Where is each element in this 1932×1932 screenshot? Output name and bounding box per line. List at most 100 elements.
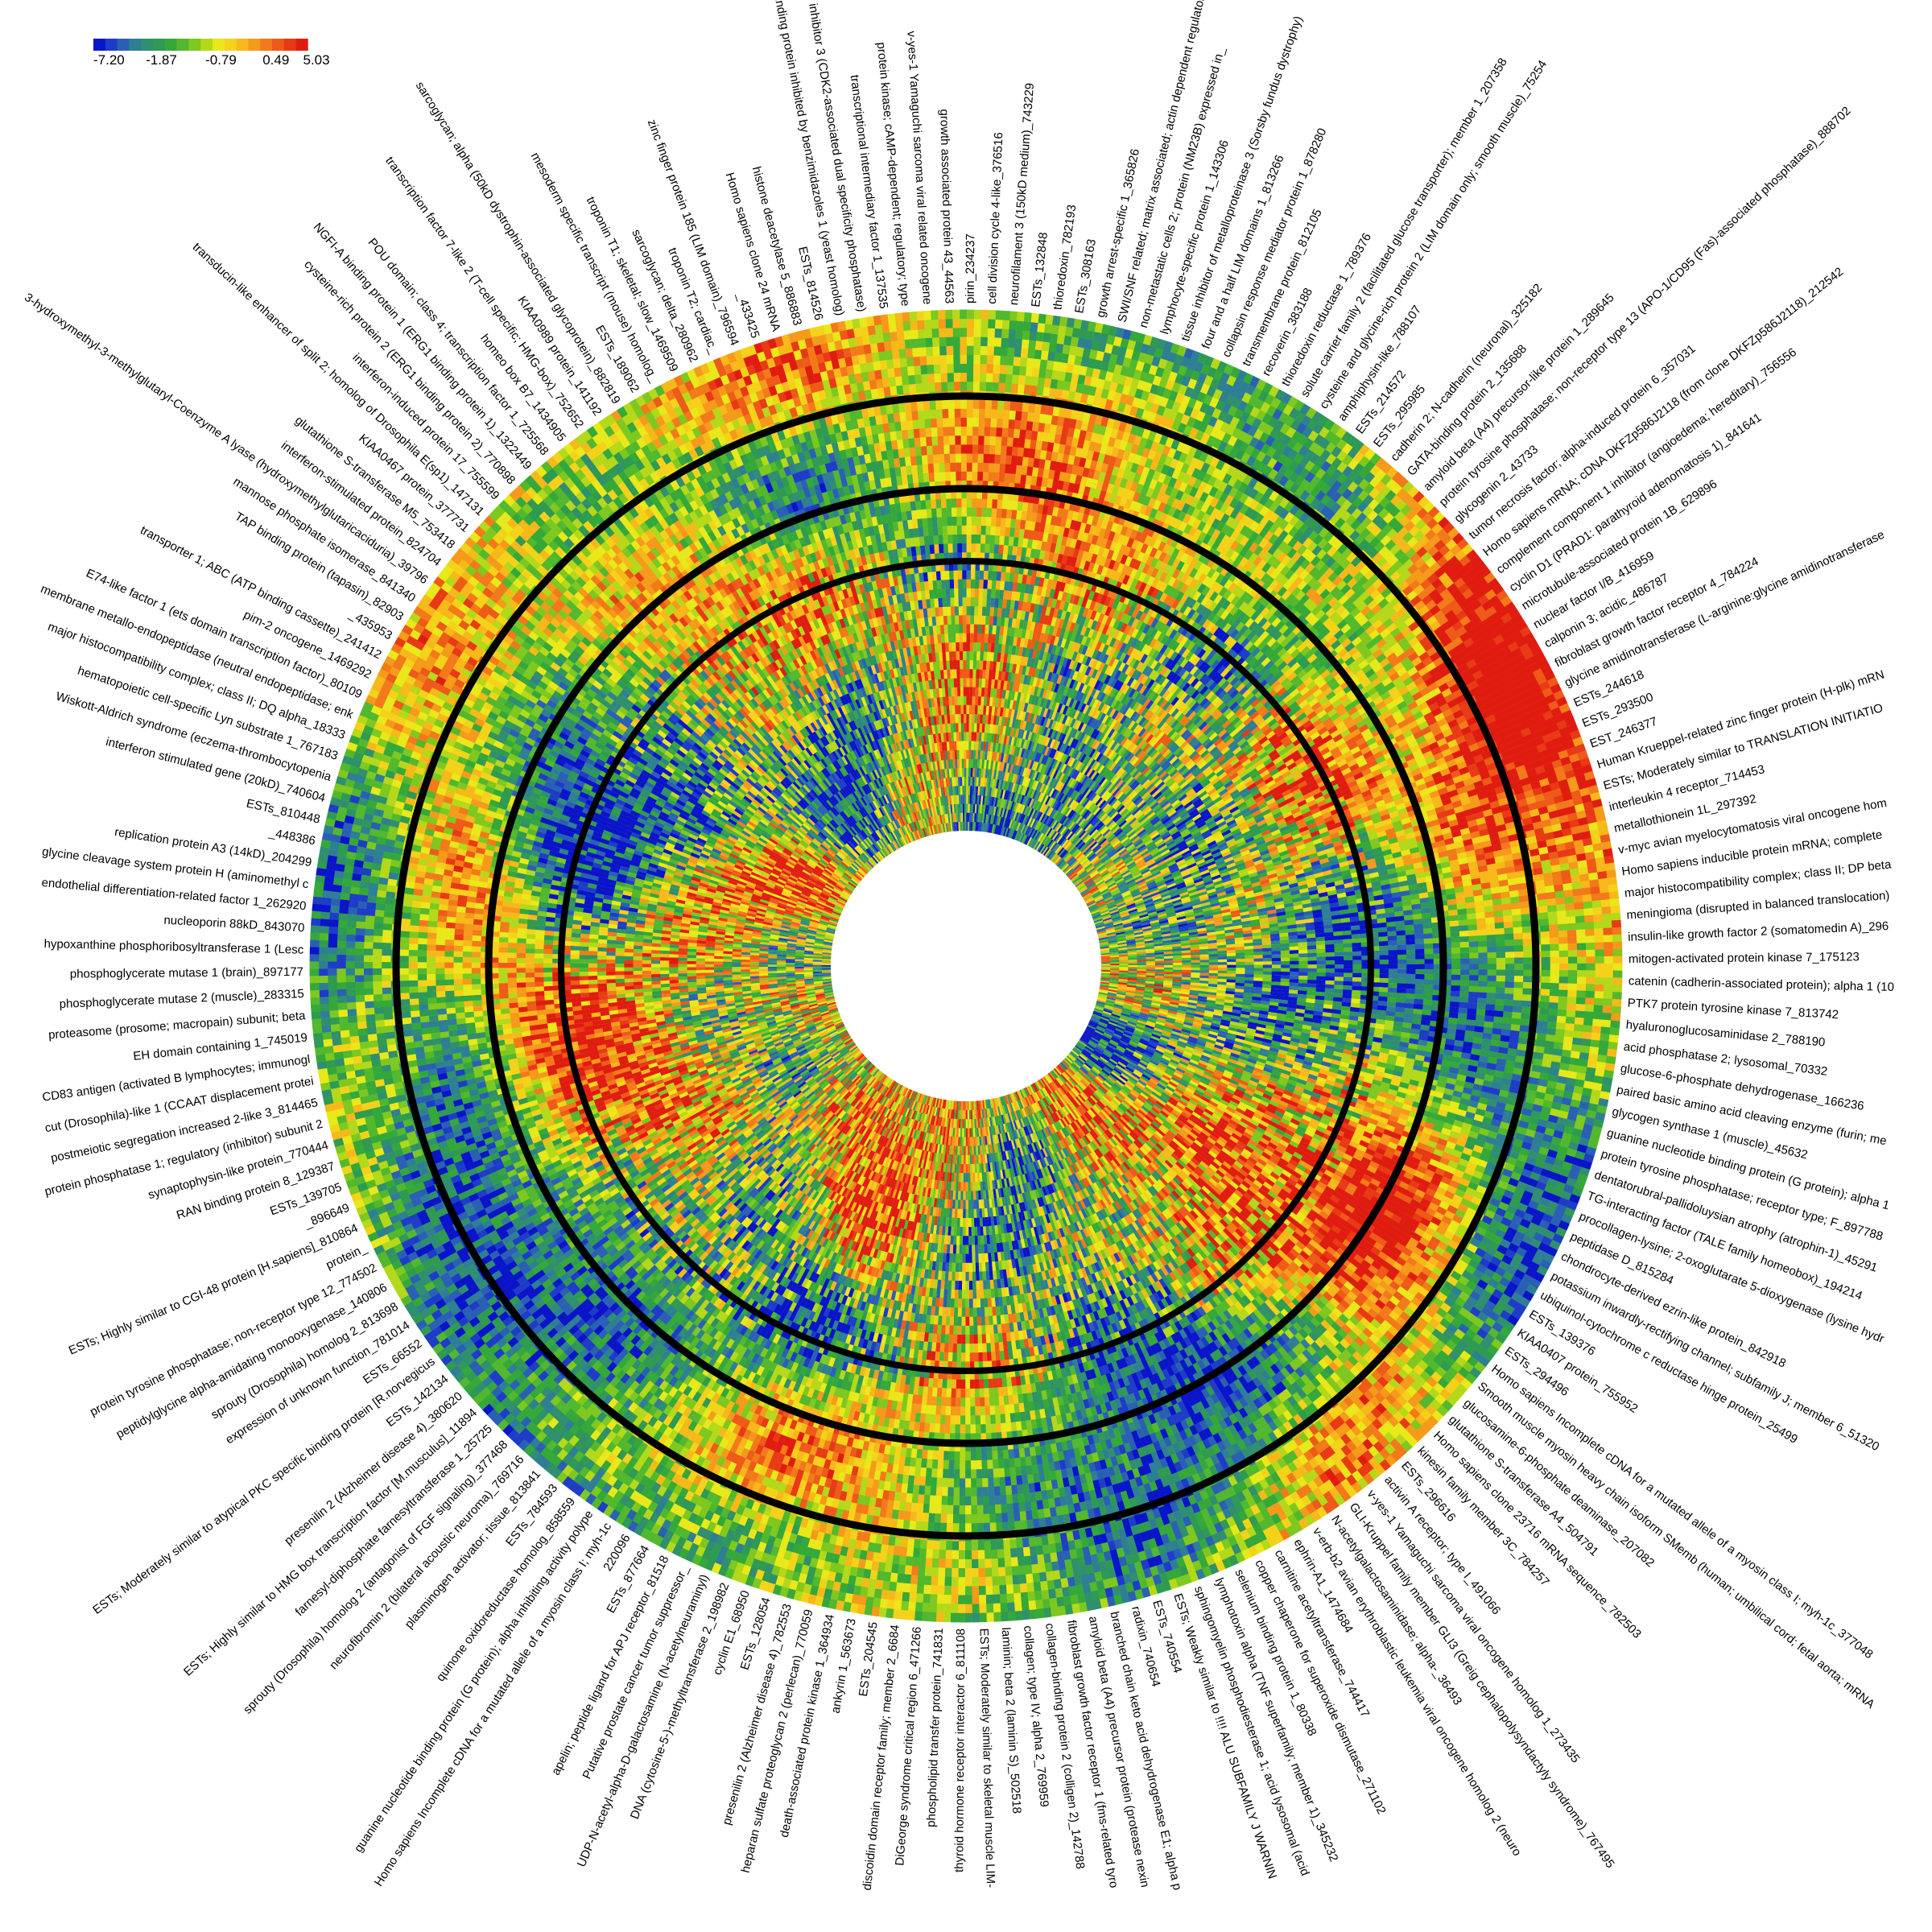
heatmap-cell	[1155, 961, 1165, 964]
heatmap-cell	[1486, 998, 1496, 1005]
heatmap-cell	[1514, 958, 1524, 964]
heatmap-cell	[1335, 956, 1344, 960]
heatmap-cell	[1493, 1017, 1503, 1024]
heatmap-cell	[1344, 972, 1353, 977]
heatmap-cell	[1173, 963, 1183, 965]
heatmap-cell	[1613, 971, 1623, 978]
heatmap-cell	[1387, 1001, 1397, 1007]
heatmap-cell	[1164, 963, 1174, 965]
heatmap-cell	[1406, 989, 1415, 994]
heatmap-cell	[1575, 1010, 1585, 1018]
heatmap-cell	[1335, 964, 1344, 968]
heatmap-cell	[1523, 976, 1533, 982]
heatmap-cell	[1389, 973, 1398, 978]
heatmap-cell	[1263, 958, 1273, 961]
heatmap-cell	[1307, 984, 1317, 988]
heatmap-cell	[1245, 965, 1254, 968]
heatmap-cell	[1316, 976, 1326, 980]
heatmap-cell	[1586, 970, 1596, 977]
heatmap-cell	[1263, 961, 1273, 964]
heatmap-cell	[1388, 993, 1397, 998]
heatmap-cell	[1558, 983, 1568, 990]
heatmap-cell	[1494, 1010, 1504, 1017]
heatmap-cell	[1236, 974, 1245, 977]
heatmap-cell	[1317, 964, 1327, 968]
heatmap-cell	[1378, 996, 1388, 1001]
heatmap-cell	[1583, 1025, 1592, 1033]
heatmap-cell	[1182, 965, 1191, 968]
heatmap-cell	[1406, 979, 1416, 985]
heatmap-cell	[1298, 976, 1308, 980]
heatmap-cell	[1263, 968, 1273, 972]
heatmap-cell	[1576, 997, 1586, 1005]
heatmap-cell	[1557, 1016, 1567, 1023]
heatmap-cell	[1415, 979, 1425, 985]
heatmap-cell	[1352, 956, 1362, 960]
heatmap-cell	[1558, 1003, 1567, 1010]
heatmap-cell	[1541, 951, 1550, 957]
heatmap-cell	[1460, 975, 1470, 980]
heatmap-cell	[1586, 950, 1596, 957]
heatmap-cell	[1496, 976, 1506, 982]
heatmap-cell	[1155, 972, 1165, 974]
heatmap-cell	[1599, 1041, 1609, 1049]
heatmap-cell	[1236, 968, 1245, 971]
heatmap-cell	[1505, 993, 1514, 1000]
heatmap-cell	[1281, 957, 1290, 961]
heatmap-cell	[1281, 961, 1290, 965]
heatmap-cell	[1550, 983, 1559, 990]
heatmap-cell	[1397, 983, 1406, 989]
heatmap-cell	[1182, 968, 1191, 970]
heatmap-cell	[1505, 964, 1515, 970]
heatmap-cell	[1209, 968, 1219, 971]
heatmap-cell	[1164, 968, 1174, 970]
heatmap-cell	[1496, 970, 1506, 976]
heatmap-cell	[1595, 991, 1604, 998]
heatmap-cell	[1191, 970, 1200, 972]
heatmap-cell	[1496, 993, 1505, 1000]
heatmap-cell	[1558, 989, 1568, 997]
heatmap-cell	[1325, 985, 1335, 989]
heatmap-cell	[1612, 992, 1622, 1000]
heatmap-cell	[1503, 1011, 1513, 1018]
heatmap-cell	[1566, 1010, 1575, 1018]
heatmap-cell	[1521, 1001, 1531, 1008]
heatmap-cell	[1414, 999, 1423, 1005]
heatmap-cell	[1343, 989, 1352, 994]
heatmap-cell	[1451, 953, 1461, 959]
heatmap-cell	[1549, 996, 1558, 1003]
heatmap-cell	[1586, 984, 1596, 991]
heatmap-cell	[1290, 972, 1299, 976]
heatmap-cell	[1101, 967, 1111, 968]
heatmap-cell	[1281, 972, 1290, 976]
heatmap-cell	[1236, 965, 1245, 968]
heatmap-cell	[1603, 1005, 1612, 1013]
heatmap-cell	[1523, 964, 1533, 970]
heatmap-cell	[1449, 1012, 1459, 1018]
heatmap-cell	[1601, 1020, 1611, 1028]
heatmap-cell	[1378, 992, 1388, 997]
heatmap-cell	[1272, 958, 1282, 962]
heatmap-cell	[1423, 994, 1433, 1000]
heatmap-cell	[1290, 979, 1299, 983]
heatmap-cell	[1191, 963, 1201, 965]
heatmap-cell	[1521, 1007, 1531, 1014]
heatmap-cell	[1592, 1019, 1602, 1027]
heatmap-cell	[1568, 970, 1578, 977]
heatmap-cell	[1334, 989, 1344, 993]
heatmap-cell	[1227, 965, 1236, 968]
heatmap-cell	[1505, 976, 1515, 982]
heatmap-cell	[1298, 961, 1308, 965]
heatmap-cell	[1146, 963, 1156, 965]
heatmap-cell	[1485, 1004, 1495, 1010]
heatmap-cell	[1567, 990, 1577, 997]
heatmap-cell	[1460, 953, 1470, 959]
heatmap-cell	[1604, 956, 1614, 964]
heatmap-cell	[1450, 996, 1459, 1002]
heatmap-cell	[1352, 968, 1362, 973]
heatmap-cell	[1218, 976, 1228, 980]
heatmap-cell	[1595, 970, 1604, 977]
heatmap-cell	[1414, 994, 1424, 1000]
heatmap-cell	[1584, 1005, 1594, 1012]
